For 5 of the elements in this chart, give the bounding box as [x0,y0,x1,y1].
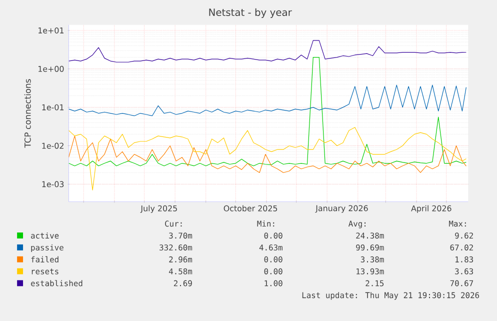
y-axis-title: TCP connections [24,79,31,148]
line-series [68,84,466,116]
line-series [68,57,466,166]
line-series [68,136,466,173]
chart-title: Netstat - by year [209,8,292,18]
